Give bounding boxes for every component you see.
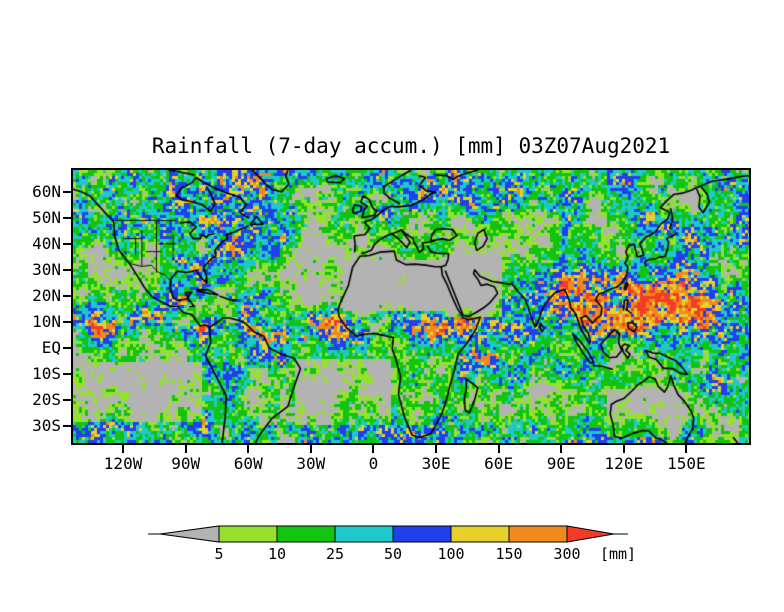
rainfall-map-canvas bbox=[73, 170, 749, 443]
lat-tick-label: 30N bbox=[32, 259, 61, 279]
lat-tick-label: 60N bbox=[32, 181, 61, 201]
lon-tick-label: 120E bbox=[604, 454, 644, 473]
colorbar-tick-label: 50 bbox=[384, 545, 402, 563]
colorbar-tick-label: 300 bbox=[553, 545, 580, 563]
lat-tick bbox=[63, 398, 71, 401]
lat-tick-label: 50N bbox=[32, 207, 61, 227]
lon-tick-label: 30E bbox=[421, 454, 451, 473]
lat-tick-label: 20N bbox=[32, 285, 61, 305]
lon-tick bbox=[435, 445, 438, 453]
colorbar-bin bbox=[218, 525, 278, 543]
colorbar-tick-label: 150 bbox=[495, 545, 522, 563]
lat-tick bbox=[63, 424, 71, 427]
lon-tick-label: 60W bbox=[233, 454, 263, 473]
colorbar: 5 10 25 50 100 150 300 [mm] bbox=[148, 525, 636, 563]
lon-tick bbox=[372, 445, 375, 453]
colorbar-tick-label: 25 bbox=[326, 545, 344, 563]
colorbar-bin bbox=[334, 525, 394, 543]
lon-tick-label: 0 bbox=[368, 454, 379, 473]
lon-tick-label: 90W bbox=[171, 454, 201, 473]
colorbar-tick-label: 10 bbox=[268, 545, 286, 563]
colorbar-bin bbox=[392, 525, 452, 543]
lon-tick-label: 120W bbox=[103, 454, 143, 473]
lon-tick-label: 150E bbox=[667, 454, 706, 473]
lat-tick bbox=[63, 190, 71, 193]
lon-tick bbox=[247, 445, 250, 453]
lat-tick-label: 30S bbox=[32, 415, 61, 435]
lon-tick-label: 60E bbox=[484, 454, 514, 473]
lat-tick bbox=[63, 372, 71, 375]
lat-tick bbox=[63, 346, 71, 349]
lat-tick bbox=[63, 268, 71, 271]
colorbar-bin bbox=[450, 525, 510, 543]
lon-tick bbox=[122, 445, 125, 453]
lat-tick-label: 20S bbox=[32, 389, 61, 409]
lon-tick bbox=[497, 445, 500, 453]
lon-tick bbox=[560, 445, 563, 453]
lon-tick-label: 90E bbox=[546, 454, 576, 473]
map-frame bbox=[71, 168, 751, 445]
lat-tick-label: EQ bbox=[41, 337, 61, 357]
lon-tick bbox=[622, 445, 625, 453]
lon-tick bbox=[309, 445, 312, 453]
lat-tick bbox=[63, 294, 71, 297]
lat-tick bbox=[63, 216, 71, 219]
colorbar-unit-label: [mm] bbox=[600, 545, 636, 563]
lat-tick-label: 10N bbox=[32, 311, 61, 331]
lat-tick-label: 10S bbox=[32, 363, 61, 383]
lon-tick bbox=[184, 445, 187, 453]
colorbar-bin bbox=[276, 525, 336, 543]
chart-title: Rainfall (7-day accum.) [mm] 03Z07Aug202… bbox=[151, 134, 671, 158]
lat-tick bbox=[63, 320, 71, 323]
colorbar-tick-label: 100 bbox=[437, 545, 464, 563]
colorbar-tick-label: 5 bbox=[214, 545, 223, 563]
lon-tick-label: 30W bbox=[296, 454, 326, 473]
colorbar-arrow-above bbox=[566, 525, 615, 543]
lon-tick bbox=[685, 445, 688, 453]
lat-tick bbox=[63, 242, 71, 245]
colorbar-bin bbox=[508, 525, 568, 543]
colorbar-arrow-below bbox=[159, 525, 220, 543]
lat-tick-label: 40N bbox=[32, 233, 61, 253]
